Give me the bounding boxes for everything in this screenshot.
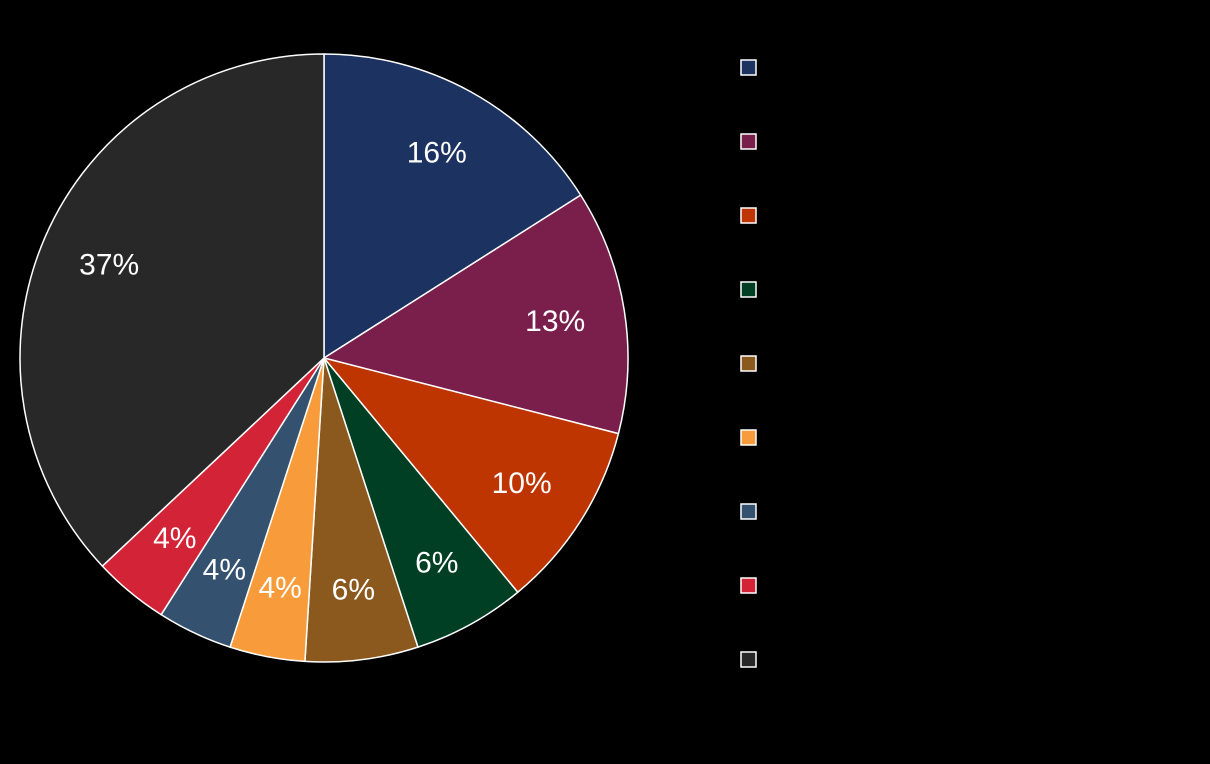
pie-slice-label-8: 4% [153,522,196,555]
pie-slice-label-3: 10% [492,467,552,500]
pie-slice-label-2: 13% [525,305,585,338]
pie-slice-9 [19,53,325,567]
legend [740,59,757,668]
pie-slice-1 [323,53,582,359]
pie-slice-label-6: 4% [258,571,301,604]
pie-slice-label-5: 6% [332,574,375,607]
legend-swatch-6 [740,429,757,446]
legend-swatch-1 [740,59,757,76]
legend-swatch-2 [740,133,757,150]
pie-slices [19,53,629,663]
legend-swatch-4 [740,281,757,298]
pie-slice-labels: 16%13%10%6%6%4%4%4%37% [79,136,585,606]
pie-slice-label-9: 37% [79,249,139,282]
pie-slice-2 [323,194,629,435]
legend-swatch-7 [740,503,757,520]
legend-swatch-8 [740,577,757,594]
pie-slice-label-1: 16% [407,136,467,169]
legend-swatch-9 [740,651,757,668]
pie-slice-3 [323,357,620,593]
legend-swatch-5 [740,355,757,372]
pie-slice-label-4: 6% [415,547,458,580]
legend-swatch-3 [740,207,757,224]
pie-slice-label-7: 4% [203,553,246,586]
